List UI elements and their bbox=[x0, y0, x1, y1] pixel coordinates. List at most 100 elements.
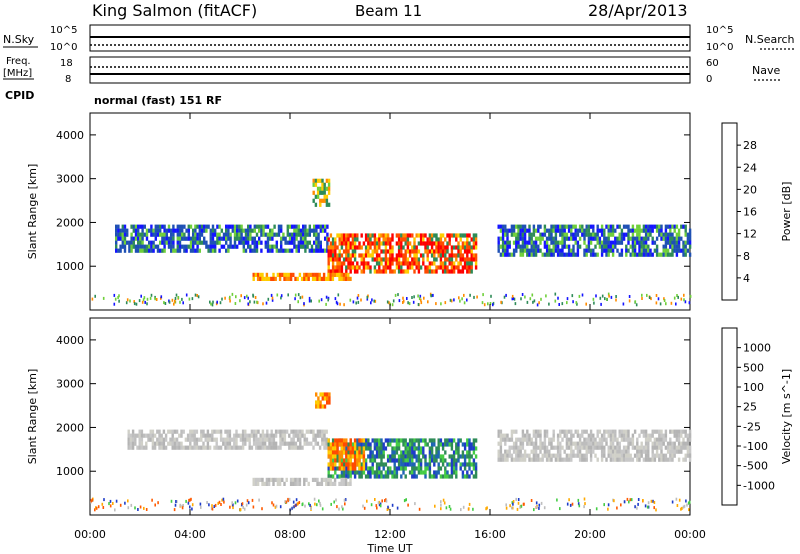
noise-cell bbox=[218, 500, 221, 504]
echo-cell bbox=[587, 445, 591, 450]
echo-cell bbox=[651, 252, 654, 257]
echo-cell bbox=[227, 236, 230, 241]
echo-cell bbox=[611, 252, 615, 257]
echo-cell bbox=[386, 249, 390, 254]
echo-cell bbox=[644, 441, 648, 446]
echo-cell bbox=[474, 454, 478, 459]
echo-cell bbox=[556, 441, 560, 446]
noise-cell bbox=[622, 302, 625, 306]
echo-cell bbox=[154, 232, 157, 237]
echo-cell bbox=[347, 442, 350, 447]
echo-cell bbox=[515, 445, 518, 450]
echo-cell bbox=[336, 466, 339, 471]
echo-cell bbox=[655, 252, 659, 257]
echo-cell bbox=[283, 481, 286, 486]
echo-cell bbox=[541, 457, 544, 462]
echo-cell bbox=[247, 240, 250, 245]
echo-cell bbox=[651, 449, 654, 454]
echo-cell bbox=[466, 241, 469, 246]
echo-cell bbox=[391, 454, 394, 459]
echo-cell bbox=[227, 228, 230, 233]
echo-cell bbox=[441, 269, 445, 274]
echo-cell bbox=[360, 466, 363, 471]
echo-cell bbox=[244, 236, 248, 241]
echo-cell bbox=[342, 276, 346, 281]
echo-cell bbox=[389, 442, 392, 447]
echo-cell bbox=[400, 253, 403, 258]
noise-cell bbox=[403, 499, 406, 503]
echo-cell bbox=[296, 481, 299, 486]
echo-cell bbox=[384, 470, 388, 475]
echo-cell bbox=[426, 245, 429, 250]
echo-cell bbox=[384, 237, 388, 242]
echo-cell bbox=[404, 466, 407, 471]
echo-cell bbox=[408, 470, 412, 475]
noise-cell bbox=[513, 297, 516, 301]
echo-cell bbox=[400, 265, 403, 270]
echo-cell bbox=[173, 437, 177, 442]
noise-cell bbox=[287, 293, 289, 297]
echo-cell bbox=[561, 445, 564, 450]
echo-cell bbox=[211, 248, 215, 253]
echo-cell bbox=[530, 232, 533, 237]
echo-cell bbox=[316, 190, 320, 195]
echo-cell bbox=[384, 253, 388, 258]
echo-cell bbox=[345, 241, 348, 246]
echo-cell bbox=[519, 441, 522, 446]
noise-cell bbox=[299, 296, 302, 300]
echo-cell bbox=[594, 437, 597, 442]
echo-cell bbox=[238, 224, 241, 229]
echo-cell bbox=[459, 261, 462, 266]
echo-cell bbox=[633, 236, 637, 241]
echo-cell bbox=[321, 182, 324, 187]
echo-cell bbox=[578, 445, 582, 450]
echo-cell bbox=[402, 253, 405, 258]
noise-cell bbox=[583, 497, 586, 501]
echo-cell bbox=[391, 446, 394, 451]
echo-cell bbox=[402, 458, 405, 463]
echo-cell bbox=[523, 437, 527, 442]
echo-cell bbox=[463, 474, 467, 479]
echo-cell bbox=[548, 457, 551, 462]
echo-cell bbox=[452, 454, 456, 459]
echo-cell bbox=[406, 233, 410, 238]
echo-cell bbox=[563, 457, 566, 462]
echo-cell bbox=[344, 477, 348, 482]
echo-cell bbox=[367, 265, 370, 270]
echo-cell bbox=[186, 433, 190, 438]
echo-cell bbox=[430, 249, 434, 254]
echo-cell bbox=[411, 446, 414, 451]
echo-cell bbox=[170, 228, 173, 233]
echo-cell bbox=[141, 248, 144, 253]
echo-cell bbox=[406, 450, 410, 455]
echo-cell bbox=[140, 429, 144, 434]
echo-cell bbox=[340, 466, 344, 471]
echo-cell bbox=[310, 244, 314, 249]
echo-cell bbox=[528, 248, 531, 253]
echo-cell bbox=[647, 248, 650, 253]
echo-cell bbox=[353, 269, 357, 274]
echo-cell bbox=[585, 244, 588, 249]
echo-cell bbox=[317, 240, 320, 245]
echo-cell bbox=[444, 450, 447, 455]
echo-cell bbox=[444, 470, 447, 475]
echo-cell bbox=[340, 245, 344, 250]
echo-cell bbox=[611, 224, 615, 229]
echo-cell bbox=[567, 453, 571, 458]
echo-cell bbox=[336, 261, 339, 266]
noise-cell bbox=[641, 297, 643, 300]
echo-cell bbox=[362, 458, 366, 463]
echo-cell bbox=[688, 453, 692, 458]
echo-cell bbox=[349, 470, 352, 475]
echo-cell bbox=[327, 276, 330, 281]
echo-cell bbox=[463, 233, 467, 238]
noise-cell bbox=[371, 298, 373, 302]
noise-cell bbox=[516, 507, 519, 511]
echo-cell bbox=[576, 449, 580, 454]
noise-cell bbox=[626, 497, 629, 501]
echo-cell bbox=[156, 224, 160, 229]
echo-cell bbox=[644, 236, 648, 241]
echo-cell bbox=[312, 437, 315, 442]
echo-cell bbox=[173, 429, 177, 434]
colorbar-tick-label: 28 bbox=[743, 139, 757, 152]
